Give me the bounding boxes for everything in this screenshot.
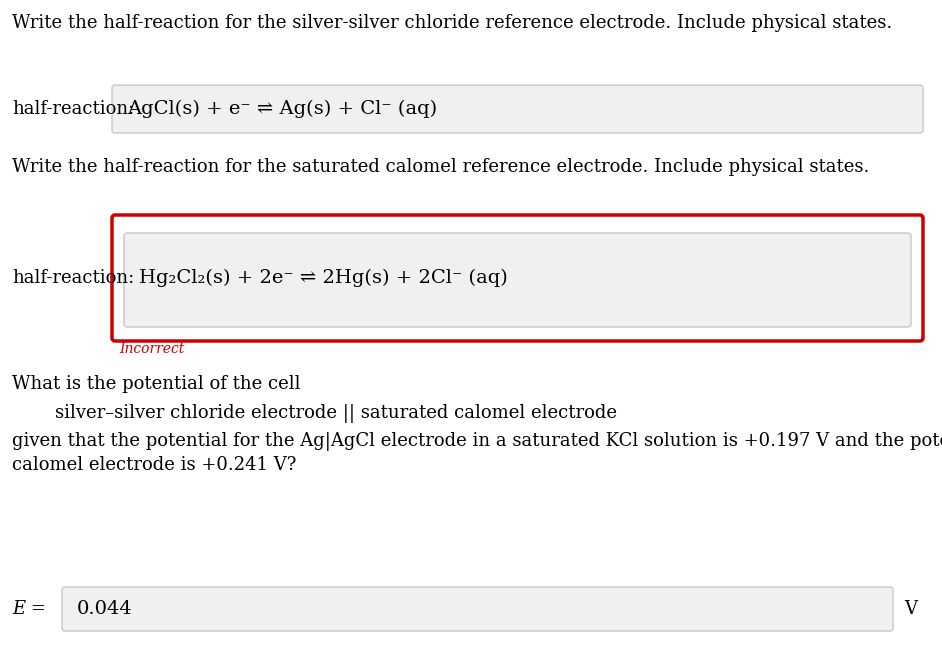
FancyBboxPatch shape [112,215,923,341]
FancyBboxPatch shape [62,587,893,631]
Text: 0.044: 0.044 [77,600,133,618]
Text: V: V [904,600,917,618]
Text: calomel electrode is +0.241 V?: calomel electrode is +0.241 V? [12,456,297,474]
Text: Write the half-reaction for the silver-silver chloride reference electrode. Incl: Write the half-reaction for the silver-s… [12,14,892,32]
FancyBboxPatch shape [124,233,911,327]
Text: Incorrect: Incorrect [119,342,185,356]
Text: Write the half-reaction for the saturated calomel reference electrode. Include p: Write the half-reaction for the saturate… [12,158,869,176]
Text: half-reaction:: half-reaction: [12,269,135,287]
FancyBboxPatch shape [112,85,923,133]
Text: AgCl(s) + e⁻ ⇌ Ag(s) + Cl⁻ (aq): AgCl(s) + e⁻ ⇌ Ag(s) + Cl⁻ (aq) [127,100,437,118]
Text: What is the potential of the cell: What is the potential of the cell [12,375,300,393]
Text: half-reaction:: half-reaction: [12,100,135,118]
Text: given that the potential for the Ag|AgCl electrode in a saturated KCl solution i: given that the potential for the Ag|AgCl… [12,432,942,451]
Text: Hg₂Cl₂(s) + 2e⁻ ⇌ 2Hg(s) + 2Cl⁻ (aq): Hg₂Cl₂(s) + 2e⁻ ⇌ 2Hg(s) + 2Cl⁻ (aq) [139,269,508,287]
Text: silver–silver chloride electrode || saturated calomel electrode: silver–silver chloride electrode || satu… [55,404,617,423]
Text: E =: E = [12,600,46,618]
